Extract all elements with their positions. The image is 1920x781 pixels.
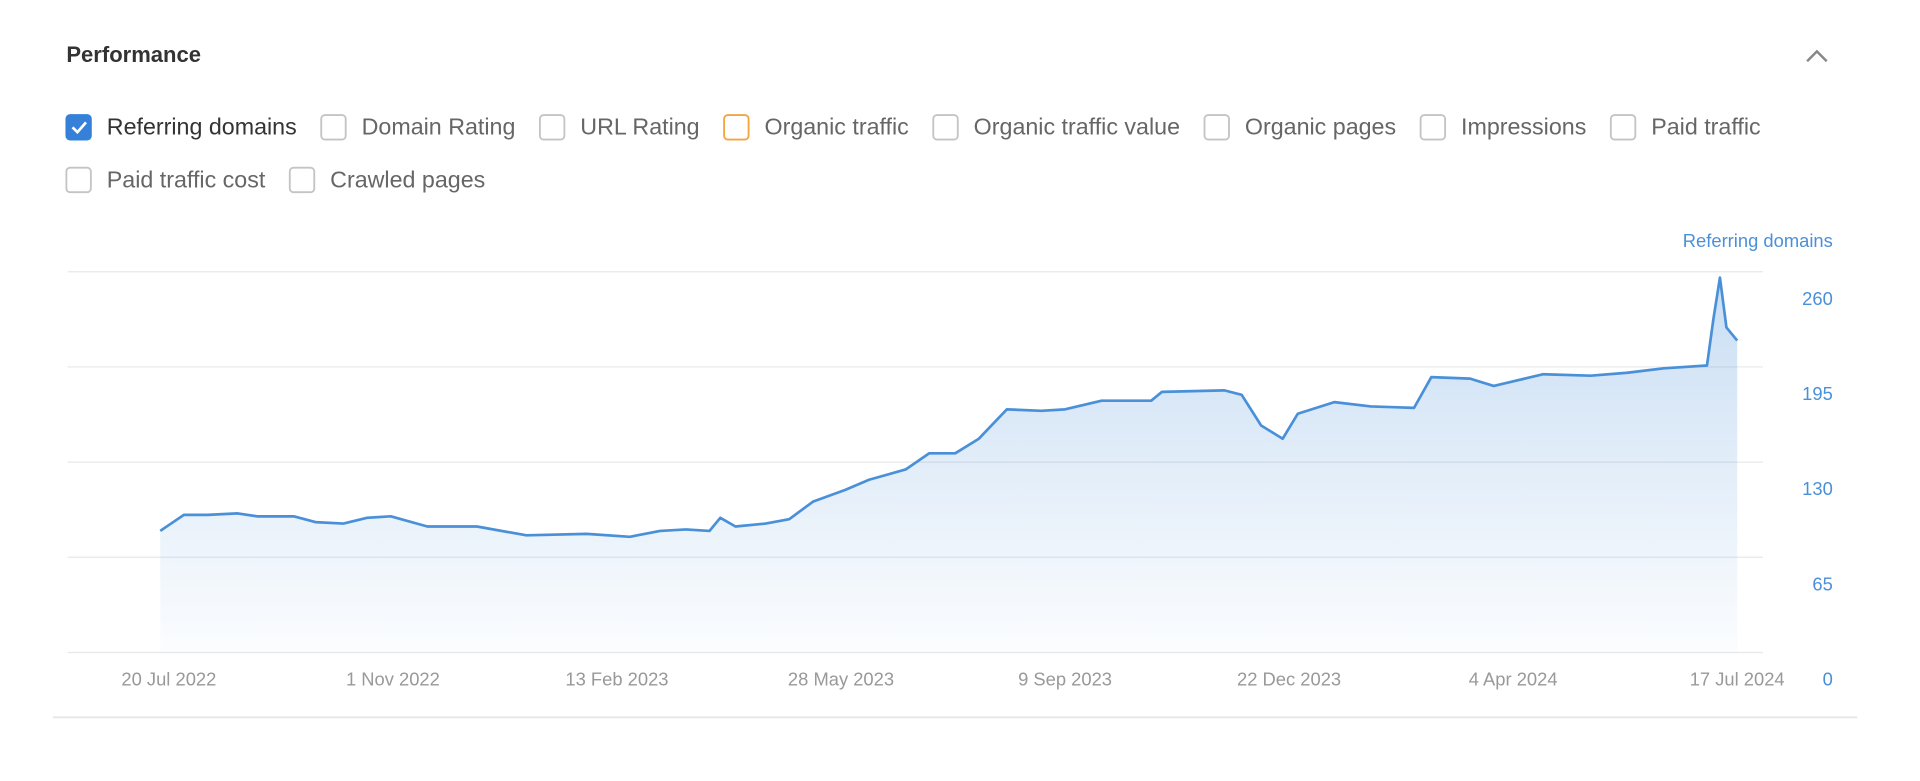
chart: Referring domains 0 65 130 195 260 20 Jul 2022… <box>67 230 1833 689</box>
checkmark <box>71 121 87 135</box>
metric-label[interactable]: URL Rating <box>580 114 699 140</box>
checkbox[interactable] <box>538 114 566 141</box>
x-tick-label: 4 Apr 2024 <box>1469 668 1558 689</box>
checkbox[interactable] <box>1609 114 1637 141</box>
checkbox[interactable] <box>1419 114 1447 141</box>
metric-toggle[interactable]: Crawled pages <box>288 166 485 194</box>
y-axis-title: Referring domains <box>1683 230 1833 251</box>
metric-toggle[interactable]: Organic pages <box>1203 114 1397 141</box>
checkbox[interactable] <box>288 166 316 194</box>
metric-toggle[interactable]: Organic traffic value <box>932 114 1180 141</box>
metric-toggle[interactable]: Referring domains <box>65 114 297 141</box>
y-tick-label: 130 <box>1802 478 1833 499</box>
metric-toggle[interactable]: Organic traffic <box>723 114 910 141</box>
y-tick-label: 0 <box>1823 668 1833 689</box>
y-tick-label: 65 <box>1812 573 1832 594</box>
checkbox[interactable] <box>65 114 92 141</box>
checkbox[interactable] <box>723 114 750 141</box>
checkbox[interactable] <box>1203 114 1230 141</box>
metric-toggle[interactable]: Paid traffic cost <box>65 166 266 194</box>
x-tick-label: 20 Jul 2022 <box>121 668 216 689</box>
metric-label[interactable]: Paid traffic <box>1651 114 1761 140</box>
metric-label[interactable]: Organic pages <box>1245 114 1396 140</box>
metric-label[interactable]: Organic traffic value <box>974 114 1180 140</box>
x-tick-label: 22 Dec 2023 <box>1237 668 1341 689</box>
panel-title: Performance <box>66 42 201 67</box>
metric-label[interactable]: Crawled pages <box>330 166 485 192</box>
collapse-button[interactable] <box>1806 49 1828 63</box>
metric-toggle[interactable]: Domain Rating <box>320 114 516 141</box>
x-tick-label: 9 Sep 2023 <box>1018 668 1112 689</box>
data-line <box>159 276 1739 539</box>
metric-label[interactable]: Organic traffic <box>765 114 910 140</box>
metric-toggle[interactable]: Impressions <box>1419 114 1587 141</box>
x-tick-label: 28 May 2023 <box>788 668 894 689</box>
checkbox[interactable] <box>65 166 92 194</box>
metric-toggle[interactable]: Paid traffic <box>1609 114 1761 141</box>
metric-label[interactable]: Impressions <box>1461 114 1586 140</box>
x-tick-label: 1 Nov 2022 <box>346 668 440 689</box>
metric-toggles: Referring domains Domain Rating URL Rating… <box>65 114 1761 194</box>
metric-label[interactable]: Domain Rating <box>362 114 516 140</box>
x-tick-label: 17 Jul 2024 <box>1690 668 1785 689</box>
y-tick-label: 195 <box>1802 383 1833 404</box>
metric-label[interactable]: Referring domains <box>107 114 297 140</box>
checkbox[interactable] <box>932 114 959 141</box>
area-fill <box>160 277 1738 653</box>
y-tick-label: 260 <box>1802 288 1833 309</box>
metric-label[interactable]: Paid traffic cost <box>107 166 266 192</box>
checkbox[interactable] <box>320 114 347 141</box>
metric-toggle[interactable]: URL Rating <box>538 114 700 141</box>
x-tick-label: 13 Feb 2023 <box>565 668 668 689</box>
